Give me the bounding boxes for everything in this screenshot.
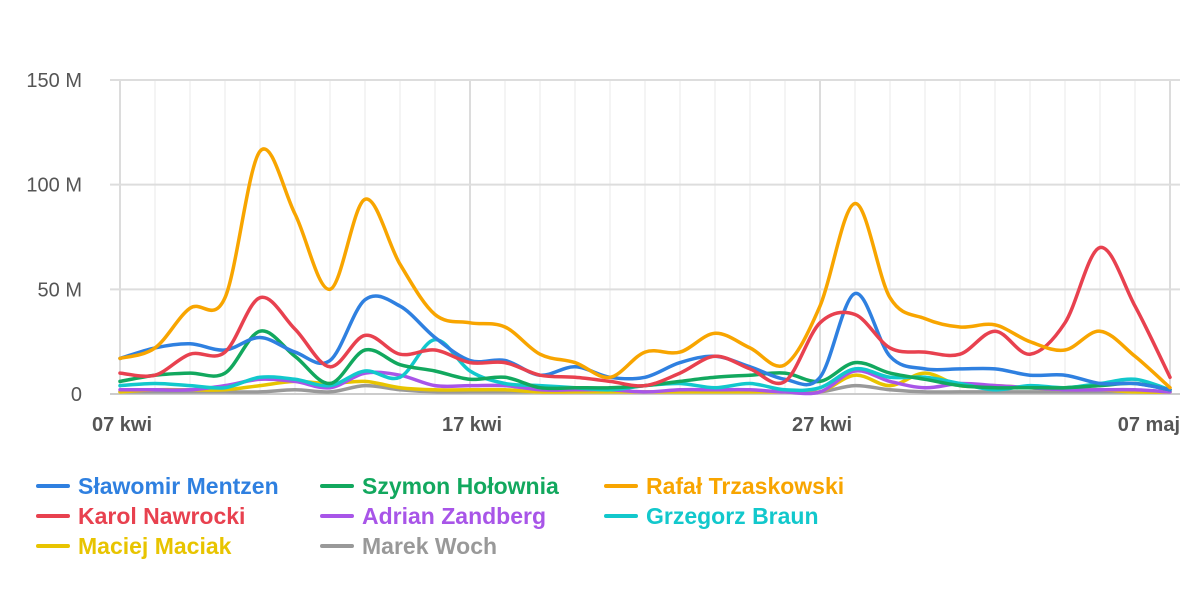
y-tick-label: 150 M (26, 70, 82, 92)
y-tick-label: 50 M (38, 279, 82, 301)
y-tick-label: 100 M (26, 175, 82, 197)
legend-item-karol-nawrocki[interactable]: Karol Nawrocki (36, 503, 245, 529)
x-tick-label: 07 kwi (92, 414, 152, 436)
legend-label: Rafał Trzaskowski (646, 473, 844, 499)
grid (110, 79, 1180, 395)
series-lines (118, 147, 1172, 396)
legend-label: Adrian Zandberg (362, 503, 546, 529)
legend-item-rafal-trzaskowski[interactable]: Rafał Trzaskowski (604, 473, 844, 499)
series-line-adrian-zandberg (118, 369, 1172, 396)
legend-item-maciej-maciak[interactable]: Maciej Maciak (36, 533, 232, 559)
legend-label: Sławomir Mentzen (78, 473, 279, 499)
series-line-karol-nawrocki (118, 245, 1172, 388)
series-line-slawomir-mentzen (118, 291, 1172, 392)
legend-item-marek-woch[interactable]: Marek Woch (320, 533, 497, 559)
series-line-rafal-trzaskowski (118, 147, 1172, 390)
legend-item-grzegorz-braun[interactable]: Grzegorz Braun (604, 503, 819, 529)
x-tick-label: 07 maj (1118, 414, 1180, 436)
y-axis: 0 50 M 100 M 150 M (26, 70, 82, 406)
legend-item-adrian-zandberg[interactable]: Adrian Zandberg (320, 503, 546, 529)
legend-label: Karol Nawrocki (78, 503, 245, 529)
y-tick-label: 0 (71, 384, 82, 406)
legend-label: Szymon Hołownia (362, 473, 559, 499)
legend-item-slawomir-mentzen[interactable]: Sławomir Mentzen (36, 473, 279, 499)
x-tick-label: 17 kwi (442, 414, 502, 436)
legend-item-szymon-holownia[interactable]: Szymon Hołownia (320, 473, 559, 499)
legend: Sławomir Mentzen Szymon Hołownia Rafał Trz… (36, 473, 844, 559)
x-axis: 07 kwi 17 kwi 27 kwi 07 maj (92, 414, 1180, 436)
legend-label: Grzegorz Braun (646, 503, 819, 529)
x-tick-label: 27 kwi (792, 414, 852, 436)
legend-label: Maciej Maciak (78, 533, 232, 559)
legend-label: Marek Woch (362, 533, 497, 559)
